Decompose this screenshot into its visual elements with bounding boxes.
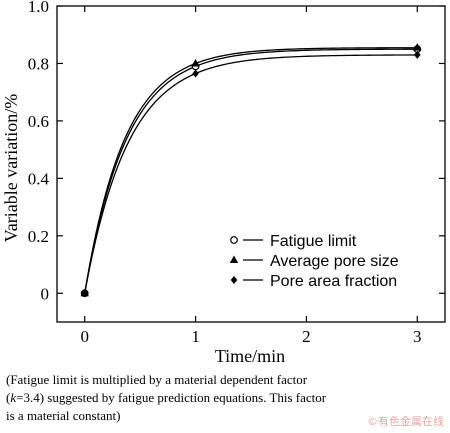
series-line [84,48,418,294]
caption-line-1: (Fatigue limit is multiplied by a materi… [6,372,308,387]
series-line [84,47,418,294]
circle-marker [230,236,238,244]
series-line [84,54,418,294]
x-tick-label: 0 [80,327,89,346]
chart-ticks: 0 1 2 3 0 0.2 0.4 0.6 0.8 1.0 [28,0,445,346]
x-tick-label: 2 [302,327,311,346]
caption-line-2-prefix: ( [6,390,11,405]
y-axis-title: Variable variation/% [1,94,21,242]
y-tick-label: 1.0 [28,0,49,16]
chart-markers [80,43,422,298]
y-tick-label: 0.4 [28,169,50,188]
x-tick-label: 1 [191,327,200,346]
y-tick-label: 0.2 [28,227,49,246]
diamond-marker [81,289,89,298]
legend-label: Pore area fraction [270,273,397,290]
chart-legend: Fatigue limit Average pore size Pore area … [229,233,399,290]
triangle-marker [229,255,239,263]
triangle-marker [413,43,422,51]
plot-frame [56,5,446,323]
legend-label: Average pore size [270,253,399,270]
triangle-marker [191,58,200,67]
caption-line-3: is a material constant) [6,408,121,423]
watermark: ©有色金属在线 [367,415,444,428]
legend-label: Fatigue limit [270,233,357,250]
chart-axes [56,5,446,323]
chart: 0 1 2 3 0 0.2 0.4 0.6 0.8 1.0 Fatigue limit Averag… [1,0,446,366]
figure-caption: (Fatigue limit is multiplied by a materi… [6,371,444,425]
caption-line-2-rest: =3.4) suggested by fatigue prediction eq… [16,390,327,405]
y-tick-label: 0.8 [28,54,49,73]
diamond-marker [230,276,238,284]
y-tick-label: 0 [41,284,50,303]
caption-k-symbol: k [10,390,17,405]
x-axis-title: Time/min [215,346,285,366]
diamond-marker [413,50,421,59]
diamond-marker [192,69,199,78]
x-tick-label: 3 [413,327,422,346]
chart-curves [84,47,418,294]
y-tick-label: 0.6 [28,112,49,131]
